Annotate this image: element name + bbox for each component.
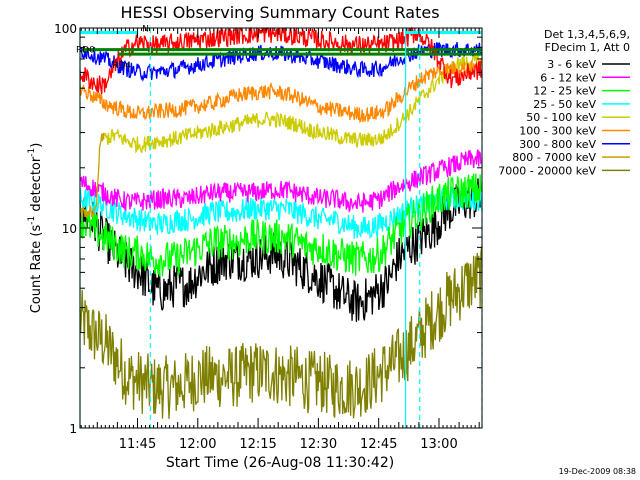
x-axis-label: Start Time (26-Aug-08 11:30:42) — [166, 455, 394, 471]
legend-label-50-100-kev: 50 - 100 keV — [526, 111, 596, 124]
series-50-100-kev — [103, 53, 482, 154]
series-6-12-kev — [79, 149, 483, 213]
legend-label-12-25-kev: 12 - 25 keV — [533, 85, 596, 98]
annotation-rd0: RD0 — [76, 45, 95, 55]
legend: Det 1,3,4,5,6,9,FDecim 1, Att 0 3 - 6 keV… — [498, 28, 630, 177]
legend-header-1: Det 1,3,4,5,6,9, — [544, 28, 630, 41]
axes-layer: 100 10 1 11:45 12:00 12:15 12:30 12:45 13:00 — [54, 22, 483, 452]
y-tick-label: 10 — [62, 222, 77, 236]
y-label-sup2: -1 — [27, 148, 37, 157]
series-800-7000-kev — [79, 132, 105, 218]
x-tick-label: 12:45 — [360, 437, 397, 452]
x-tick-label: 13:00 — [420, 437, 457, 452]
legend-label-6-12-kev: 6 - 12 keV — [540, 71, 596, 84]
legend-label-300-800-kev: 300 - 800 keV — [519, 138, 596, 151]
y-label-sup1: -1 — [27, 216, 37, 225]
annotation-rd4: RD4 — [112, 61, 131, 71]
series-red — [79, 26, 483, 95]
y-tick-label: 100 — [54, 22, 77, 36]
series-7000-20000-kev — [79, 246, 483, 419]
y-tick-label: 1 — [69, 422, 77, 436]
y-axis-label: Count Rate (s-1 detector-1) — [27, 143, 44, 314]
chart-title: HESSI Observing Summary Count Rates — [120, 3, 439, 22]
legend-header-2: FDecim 1, Att 0 — [545, 41, 630, 54]
legend-label-25-50-kev: 25 - 50 keV — [533, 98, 596, 111]
y-label-end: ) — [29, 143, 44, 148]
x-tick-label: 11:45 — [119, 437, 156, 452]
series-layer — [79, 26, 483, 419]
x-tick-label: 12:15 — [239, 437, 276, 452]
series-100-300-kev — [79, 60, 483, 124]
legend-label-7000-20000-kev: 7000 - 20000 keV — [498, 164, 596, 177]
legend-label-800-7000-kev: 800 - 7000 keV — [512, 151, 596, 164]
legend-label-3-6-kev: 3 - 6 keV — [547, 58, 596, 71]
series-25-50-kev — [79, 185, 483, 240]
series-12-25-kev — [79, 173, 483, 277]
x-tick-label: 12:00 — [179, 437, 216, 452]
legend-label-100-300-kev: 100 - 300 keV — [519, 125, 596, 138]
x-tick-label: 12:30 — [300, 437, 337, 452]
y-label-main: Count Rate (s — [29, 225, 44, 314]
y-label-mid: detector — [29, 156, 44, 216]
timestamp: 19-Dec-2009 08:38 — [559, 467, 636, 476]
